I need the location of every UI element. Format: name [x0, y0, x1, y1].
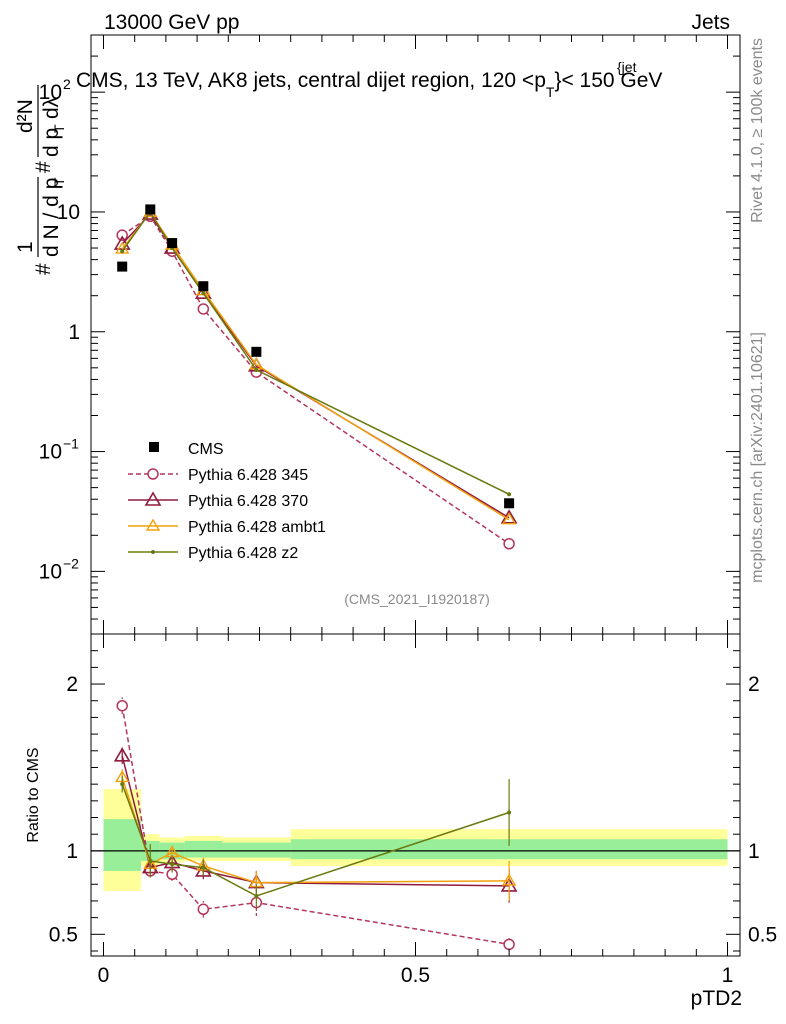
ylabel-den: d N / d p — [40, 178, 63, 257]
legend-marker-0 — [147, 468, 159, 480]
legend-marker-data — [149, 442, 159, 452]
data-point — [145, 204, 156, 215]
plot-title-tail: }< 150 GeV — [554, 69, 662, 92]
y-tick-label: 10 — [39, 441, 62, 464]
series-marker-0 — [503, 538, 515, 550]
legend-marker-2 — [145, 518, 161, 531]
ratio-tick-label: 1 — [66, 840, 78, 863]
ratio-marker-2 — [501, 873, 517, 886]
mcplots-label: mcplots.cern.ch [arXiv:2401.10621] — [749, 332, 766, 583]
ratio-axes: 0 0.5 1 0.5 0.5 1 1 2 2 — [49, 634, 777, 987]
plot-title: CMS, 13 TeV, AK8 jets, central dijet reg… — [76, 69, 662, 100]
ylabel-den2-tail: dλ — [40, 96, 63, 119]
plot-title-main: CMS, 13 TeV, AK8 jets, central dijet reg… — [76, 69, 546, 92]
ratio-marker-3 — [201, 865, 206, 870]
rivet-label: Rivet 4.1.0, ≥ 100k events — [749, 38, 766, 223]
header-right: Jets — [691, 11, 730, 34]
ylabel-den2: d p — [40, 128, 63, 157]
series-marker-1 — [194, 284, 212, 299]
ratio-line-1 — [121, 755, 510, 887]
series-line-3 — [121, 210, 510, 495]
y-axis-label: # 1 d N / d p T # d²N d p T dλ — [14, 85, 67, 275]
ylabel-den2-sub: T — [51, 124, 67, 133]
ratio-panel — [91, 789, 740, 891]
y-tick-label: 10 — [39, 81, 62, 104]
ratio-marker-3 — [148, 858, 153, 863]
ylabel-hash2: # — [32, 161, 55, 173]
main-series — [113, 204, 518, 550]
legend-marker-1 — [144, 491, 162, 506]
ratio-marker-3 — [170, 862, 175, 867]
series-marker-3 — [507, 492, 512, 497]
plot-title-sub: T — [546, 84, 555, 100]
series-marker-3 — [201, 291, 206, 296]
data-point — [198, 281, 209, 292]
ratio-frame — [90, 633, 741, 957]
y-tick-label: 10 — [57, 201, 80, 224]
ratio-marker-0 — [116, 699, 128, 712]
x-tick-label: 1 — [722, 964, 734, 987]
ratio-tick-label-right: 1 — [748, 840, 760, 863]
legend-label-3: Pythia 6.428 z2 — [188, 545, 298, 562]
ylabel-den-sub: T — [51, 177, 67, 186]
ratio-line-3 — [121, 783, 510, 897]
series-marker-0 — [116, 229, 128, 241]
x-tick-label: 0 — [98, 964, 110, 987]
ratio-marker-3 — [507, 810, 512, 815]
series-marker-3 — [120, 249, 125, 254]
legend-label-2: Pythia 6.428 ambt1 — [188, 519, 326, 536]
x-axis-label: pTD2 — [691, 987, 742, 1010]
stat-band — [103, 819, 141, 871]
y-tick-label: 10 — [39, 560, 62, 583]
ylabel-num2: d²N — [14, 99, 37, 133]
legend-marker-3 — [151, 550, 155, 554]
y-tick-label: 1 — [68, 321, 80, 344]
ratio-tick-label-right: 2 — [748, 673, 760, 696]
data-point — [504, 498, 515, 509]
ratio-marker-0 — [197, 903, 210, 916]
ratio-series — [113, 697, 518, 951]
series-marker-3 — [254, 367, 259, 372]
ratio-marker-0 — [503, 938, 515, 951]
y-tick-exponent: 2 — [63, 76, 71, 92]
legend-label-data: CMS — [188, 441, 224, 458]
data-point — [167, 238, 178, 249]
plot-title-sup: {jet — [617, 59, 637, 75]
data-point — [251, 346, 262, 357]
legend: CMS Pythia 6.428 345 Pythia 6.428 370 Pythi… — [128, 441, 326, 562]
ratio-tick-label: 2 — [66, 673, 78, 696]
stat-band — [184, 840, 223, 858]
ratio-marker-3 — [120, 782, 125, 787]
ratio-line-0 — [121, 705, 510, 946]
legend-label-0: Pythia 6.428 345 — [188, 467, 308, 484]
ylabel-num: 1 — [14, 241, 37, 253]
legend-label-1: Pythia 6.428 370 — [188, 493, 308, 510]
y-tick-exponent: −1 — [63, 436, 79, 452]
data-point — [117, 261, 128, 272]
series-marker-0 — [197, 303, 210, 315]
x-tick-label: 0.5 — [401, 964, 430, 987]
series-line-0 — [121, 215, 510, 545]
ratio-tick-label-right: 0.5 — [748, 923, 777, 946]
ratio-marker-1 — [113, 747, 131, 762]
ratio-marker-3 — [254, 893, 259, 898]
header-left: 13000 GeV pp — [104, 11, 239, 34]
stat-band — [222, 842, 291, 858]
y-tick-exponent: −2 — [63, 555, 79, 571]
ylabel-hash: # — [32, 263, 55, 275]
ratio-tick-label: 0.5 — [49, 923, 78, 946]
stat-band — [290, 839, 728, 860]
analysis-id: (CMS_2021_I1920187) — [344, 591, 490, 607]
series-marker-2 — [501, 512, 517, 525]
ratio-ylabel: Ratio to CMS — [25, 747, 42, 842]
